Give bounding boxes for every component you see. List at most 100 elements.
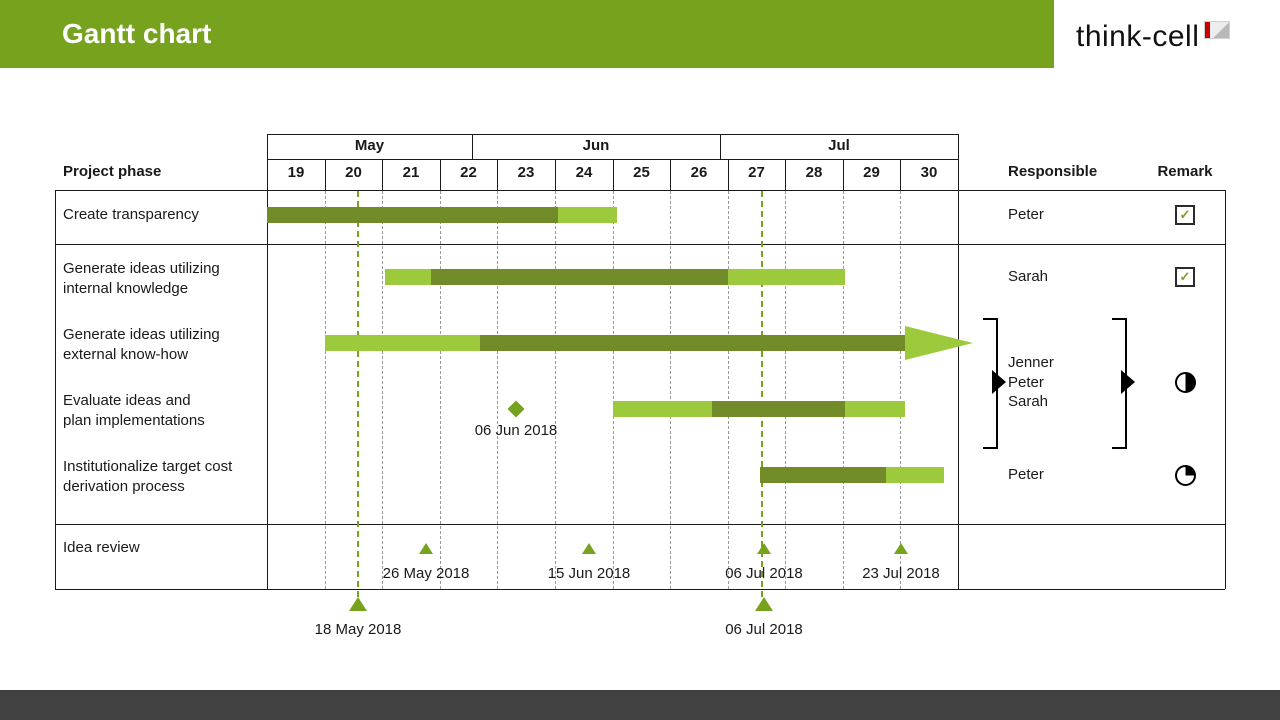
reference-triangle-icon [349, 597, 367, 611]
week-separator [382, 159, 383, 190]
week-label: 30 [920, 164, 938, 181]
group-arrow-icon [992, 370, 1006, 394]
month-label-jun: Jun [582, 137, 610, 154]
week-label: 20 [345, 164, 362, 181]
idea-review-date-1: 26 May 2018 [382, 565, 470, 582]
reference-line-18-may [357, 191, 359, 597]
reference-triangle-icon [755, 597, 773, 611]
table-border-left [55, 190, 56, 589]
week-separator [325, 159, 326, 190]
responsible-row1: Peter [1008, 206, 1044, 223]
month-week-separator [267, 159, 958, 160]
milestone-diamond-icon [507, 400, 525, 418]
phase-label-idea-review: Idea review [63, 539, 140, 556]
header-row-separator [55, 190, 1225, 191]
idea-review-triangle-icon [582, 543, 596, 554]
week-gridline [555, 191, 556, 589]
reference-line-06-jul [761, 191, 763, 597]
responsible-row5: Peter [1008, 466, 1044, 483]
week-gridline [497, 191, 498, 589]
harvey-ball-50-icon [1175, 372, 1196, 393]
table-border-top [267, 134, 958, 135]
week-gridline [728, 191, 729, 589]
bar-evaluate-ideas-light-start [613, 401, 712, 417]
idea-review-date-3: 06 Jul 2018 [725, 565, 803, 582]
bar-internal-knowledge-light-end [728, 269, 845, 285]
phase-label-evaluate-ideas: Evaluate ideas and plan implementations [63, 392, 205, 429]
bar-evaluate-ideas-dark [712, 401, 845, 417]
check-glyph: ✓ [1179, 207, 1191, 222]
project-phase-header: Project phase [63, 163, 162, 180]
table-border-bottom [55, 589, 1225, 590]
phase-label-create-transparency: Create transparency [63, 206, 199, 223]
responsible-group: Jenner Peter Sarah [1008, 354, 1054, 410]
checkbox-checked-icon: ✓ [1175, 267, 1195, 287]
bar-external-know-how-dark [480, 335, 905, 351]
checkbox-checked-icon: ✓ [1175, 205, 1195, 225]
idea-review-date-2: 15 Jun 2018 [547, 565, 631, 582]
week-gridline [900, 191, 901, 589]
responsible-row2: Sarah [1008, 268, 1049, 285]
week-label: 26 [690, 164, 708, 181]
idea-review-triangle-icon [894, 543, 908, 554]
week-label: 29 [863, 164, 880, 181]
reference-date-06-jul: 06 Jul 2018 [725, 621, 803, 638]
bar-create-transparency-dark [267, 207, 558, 223]
responsible-header: Responsible [1008, 163, 1098, 180]
bar-institutionalize-light [886, 467, 944, 483]
week-gridline [613, 191, 614, 589]
bar-create-transparency-light [558, 207, 617, 223]
phase-label-institutionalize: Institutionalize target cost derivation … [63, 458, 233, 495]
week-separator [613, 159, 614, 190]
bar-internal-knowledge-light-start [385, 269, 431, 285]
week-separator [497, 159, 498, 190]
week-gridline [382, 191, 383, 589]
week-label: 28 [805, 164, 823, 181]
month-label-may: May [354, 137, 385, 154]
month-label-jul: Jul [828, 137, 850, 154]
think-cell-logo-icon [1205, 22, 1230, 38]
week-separator [440, 159, 441, 190]
week-gridline [785, 191, 786, 589]
group-arrow-icon [1121, 370, 1135, 394]
week-label: 19 [287, 164, 305, 181]
timeline-border-right [958, 134, 959, 589]
week-label: 21 [402, 164, 420, 181]
week-label: 27 [748, 164, 765, 181]
week-gridline [440, 191, 441, 589]
week-label: 24 [575, 164, 593, 181]
week-label: 25 [633, 164, 650, 181]
week-separator [670, 159, 671, 190]
month-separator-may-jun [472, 134, 473, 159]
idea-review-date-4: 23 Jul 2018 [862, 565, 940, 582]
logo-text: think-cell [1076, 20, 1200, 53]
phase-label-internal-knowledge: Generate ideas utilizing internal knowle… [63, 260, 220, 297]
phase-label-external-know-how: Generate ideas utilizing external know-h… [63, 326, 220, 363]
page-title: Gantt chart [62, 18, 212, 49]
week-separator [843, 159, 844, 190]
ongoing-arrow-icon [905, 326, 973, 360]
month-separator-jun-jul [720, 134, 721, 159]
bar-external-know-how-light [325, 335, 480, 351]
table-border-right [1225, 190, 1226, 589]
week-separator [555, 159, 556, 190]
week-label: 23 [517, 164, 535, 181]
week-separator [900, 159, 901, 190]
timeline-border-left [267, 134, 268, 589]
idea-review-triangle-icon [419, 543, 433, 554]
bar-institutionalize-dark [760, 467, 886, 483]
bar-evaluate-ideas-light-end [845, 401, 905, 417]
week-gridline [325, 191, 326, 589]
week-separator [728, 159, 729, 190]
idea-review-triangle-icon [757, 543, 771, 554]
check-glyph: ✓ [1179, 269, 1191, 284]
reference-date-18-may: 18 May 2018 [314, 621, 402, 638]
week-gridline [843, 191, 844, 589]
week-gridline [670, 191, 671, 589]
week-separator [785, 159, 786, 190]
week-label: 22 [460, 164, 477, 181]
remark-header: Remark [1157, 163, 1213, 180]
milestone-label-06-jun: 06 Jun 2018 [474, 422, 558, 439]
bar-internal-knowledge-dark [431, 269, 728, 285]
